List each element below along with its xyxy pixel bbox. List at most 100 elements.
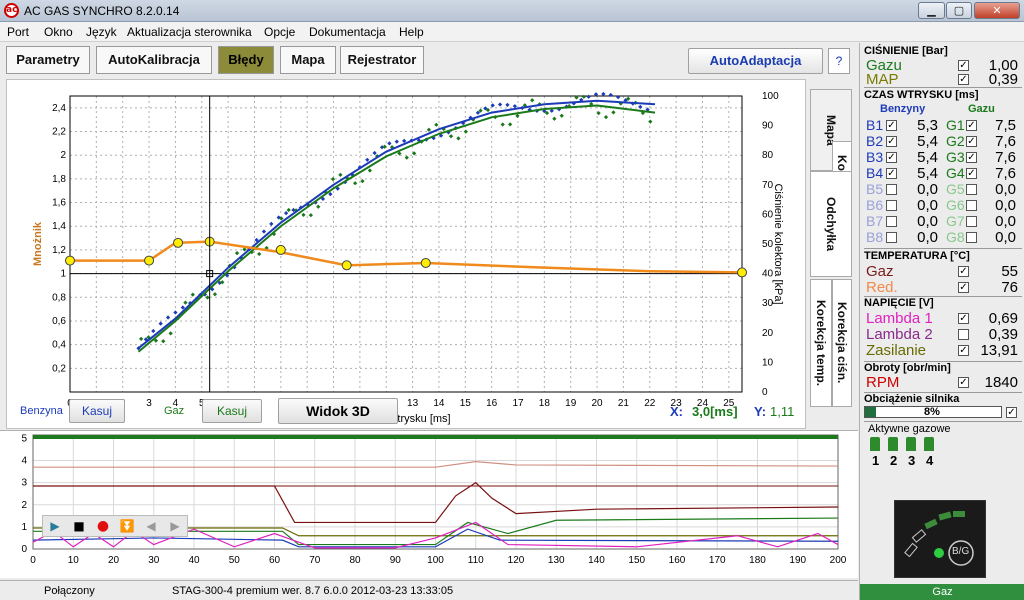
y-right-axis-label: Ciśnienie kolektora [kPa] (772, 183, 784, 304)
map-chart[interactable]: 0123456789101112131415161718192021222324… (7, 80, 807, 430)
tab-rejestrator[interactable]: Rejestrator (340, 46, 424, 74)
voltage-label: Zasilanie (866, 342, 927, 359)
menu-opcje[interactable]: Opcje (264, 25, 296, 39)
down-arrow-icon[interactable]: ⏬ (119, 519, 135, 533)
injector-g-checkbox[interactable] (966, 232, 977, 243)
menu-help[interactable]: Help (399, 25, 424, 39)
tab-parametry[interactable]: Parametry (6, 46, 90, 74)
injector-g-checkbox[interactable] (966, 200, 977, 211)
side-tab-odchylka[interactable]: Odchyłka (810, 171, 852, 277)
divider (864, 421, 1022, 422)
injector-g-checkbox[interactable]: ✓ (966, 152, 977, 163)
recorder-x-tick: 10 (68, 555, 80, 566)
temperature-checkbox[interactable]: ✓ (958, 282, 969, 293)
y-right-tick-label: 20 (762, 328, 774, 339)
injector-b-value: 0,0 (917, 197, 938, 214)
benzyna-kasuj-button[interactable]: Kasuj (69, 399, 125, 423)
injector-b-checkbox[interactable]: ✓ (886, 152, 897, 163)
gaz-point (515, 113, 520, 119)
play-icon[interactable]: ▶ (50, 519, 60, 533)
y-left-tick-label: 0,4 (52, 340, 66, 351)
injector-b-checkbox[interactable]: ✓ (886, 120, 897, 131)
autoadaptacja-button[interactable]: AutoAdaptacja (688, 48, 823, 74)
help-button[interactable]: ? (828, 48, 850, 74)
injector-g-checkbox[interactable] (966, 216, 977, 227)
x-tick-label: 20 (591, 398, 603, 409)
step-left-icon[interactable]: ◀ (146, 519, 156, 533)
voltage-checkbox[interactable] (958, 329, 969, 340)
benzyna-point (283, 210, 289, 216)
temperature-checkbox[interactable]: ✓ (958, 266, 969, 277)
injector-b-checkbox[interactable] (886, 232, 897, 243)
engine-load-checkbox[interactable]: ✓ (1006, 407, 1017, 418)
gaz-line (137, 104, 656, 353)
injector-g-checkbox[interactable] (966, 184, 977, 195)
injector-active-icon (906, 437, 916, 451)
gaz-point (153, 338, 159, 343)
gaz-kasuj-button[interactable]: Kasuj (202, 399, 262, 423)
stop-icon[interactable]: ■ (73, 519, 85, 533)
injector-b-label: B6 (866, 197, 884, 213)
injector-g-label: G5 (946, 181, 965, 197)
injector-g-checkbox[interactable]: ✓ (966, 120, 977, 131)
injector-number: 3 (908, 453, 916, 468)
x-tick-label: 24 (697, 398, 709, 409)
voltage-value: 0,69 (988, 310, 1018, 327)
injector-active-icon (888, 437, 898, 451)
gaz-header: Gazu (968, 103, 995, 115)
recorder-chart-panel: 0 10 20 30 40 50 60 70 80 90 100 110 120 130 140 150 160… (0, 430, 858, 578)
pressure-checkbox[interactable]: ✓ (958, 60, 969, 71)
voltage-checkbox[interactable]: ✓ (958, 345, 969, 356)
recorder-x-tick: 80 (349, 555, 361, 566)
menu-port[interactable]: Port (7, 25, 30, 39)
tab-autokalibracja[interactable]: AutoKalibracja (96, 46, 212, 74)
minimize-button[interactable]: ▁ (918, 2, 945, 19)
tab-bledy[interactable]: Błędy (218, 46, 274, 74)
x-tick-label: 16 (486, 398, 498, 409)
side-tab-korekcja-cisn[interactable]: Korekcja ciśn. (832, 279, 852, 407)
benzyna-point (638, 104, 643, 110)
gauge-label: B/G (952, 546, 970, 557)
pressure-checkbox[interactable]: ✓ (958, 74, 969, 85)
x-tick-label: 5 (199, 398, 205, 409)
recorder-chart[interactable]: 0 10 20 30 40 50 60 70 80 90 100 110 120 130 140 150 160… (0, 431, 858, 579)
injector-b-checkbox[interactable] (886, 200, 897, 211)
voltage-checkbox[interactable]: ✓ (958, 313, 969, 324)
injector-g-checkbox[interactable]: ✓ (966, 168, 977, 179)
menu-dokumentacja[interactable]: Dokumentacja (309, 25, 386, 39)
injector-b-checkbox[interactable] (886, 216, 897, 227)
tab-mapa[interactable]: Mapa (280, 46, 336, 74)
maximize-button[interactable]: ▢ (946, 2, 972, 19)
injector-g-value: 7,6 (995, 165, 1016, 182)
injector-g-label: G7 (946, 213, 965, 229)
close-button[interactable]: ✕ (974, 2, 1020, 19)
widok-3d-button[interactable]: Widok 3D (278, 398, 398, 424)
step-right-icon[interactable]: ▶ (170, 519, 180, 533)
recorder-y-tick: 3 (21, 478, 27, 489)
menu-aktualizacja[interactable]: Aktualizacja sterownika (127, 25, 252, 39)
multiplier-line (70, 240, 743, 274)
injector-g-checkbox[interactable]: ✓ (966, 136, 977, 147)
gaz-point (205, 295, 210, 300)
injector-g-value: 0,0 (995, 197, 1016, 214)
side-tab-mapa[interactable]: Mapa (810, 89, 852, 171)
y-left-tick-label: 0,6 (52, 316, 66, 327)
benzyna-point (269, 221, 274, 226)
recorder-x-tick: 20 (108, 555, 120, 566)
rpm-title: Obroty [obr/min] (864, 362, 951, 374)
rpm-checkbox[interactable]: ✓ (958, 377, 969, 388)
x-readout-value: 3,0[ms] (692, 404, 738, 419)
injector-b-checkbox[interactable] (886, 184, 897, 195)
injector-number: 1 (872, 453, 880, 468)
menu-okno[interactable]: Okno (44, 25, 73, 39)
record-icon[interactable]: ● (96, 518, 110, 534)
side-tab-korekcja-temp[interactable]: Korekcja temp. (810, 279, 832, 407)
menu-jezyk[interactable]: Język (86, 25, 117, 39)
recorder-x-tick: 140 (588, 555, 605, 566)
temperature-label: Gaz (866, 263, 894, 280)
injector-g-label: G3 (946, 149, 965, 165)
injector-b-checkbox[interactable]: ✓ (886, 136, 897, 147)
injector-b-value: 5,4 (917, 133, 938, 150)
injector-b-checkbox[interactable]: ✓ (886, 168, 897, 179)
